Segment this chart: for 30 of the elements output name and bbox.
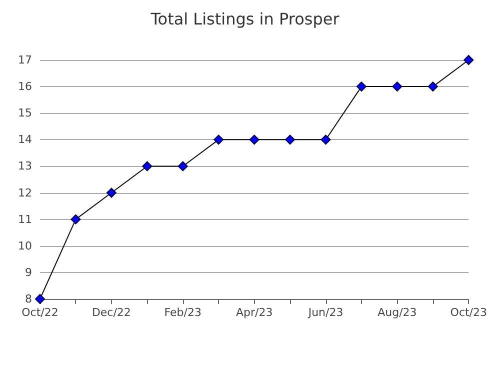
point [106, 188, 116, 198]
point [428, 82, 438, 92]
x-tick-label: Oct/23 [450, 306, 488, 319]
x-tick-label: Jun/23 [307, 306, 344, 319]
chart-title: Total Listings in Prosper [150, 10, 340, 28]
x-tick-label: Feb/23 [164, 306, 202, 319]
y-tick-label: 13 [18, 160, 32, 173]
x-tick-label: Dec/22 [92, 306, 131, 319]
x-tick-label: Oct/22 [22, 306, 58, 319]
y-tick-label: 14 [18, 133, 32, 146]
x-tick-label: Apr/23 [236, 306, 273, 319]
y-tick-label: 12 [18, 186, 32, 200]
x-tick-label: Aug/23 [378, 306, 417, 319]
point [464, 55, 474, 65]
point [214, 134, 224, 145]
point [285, 134, 296, 145]
y-tick-label: 17 [18, 54, 32, 66]
y-tick-label: 16 [18, 80, 32, 94]
y-tick-label: 8 [25, 292, 32, 306]
point [320, 134, 331, 145]
point [249, 134, 260, 145]
y-tick-label: 10 [18, 239, 32, 252]
y-tick-label: 9 [25, 266, 32, 279]
point [178, 161, 188, 172]
point [70, 214, 81, 224]
y-tick-label: 11 [18, 212, 32, 226]
y-tick-label: 15 [18, 106, 32, 120]
point [142, 161, 152, 172]
point [356, 82, 366, 92]
point [392, 82, 402, 92]
